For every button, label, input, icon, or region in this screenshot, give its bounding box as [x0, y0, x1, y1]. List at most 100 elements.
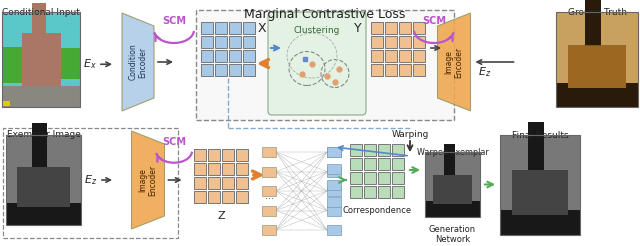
FancyBboxPatch shape [568, 45, 626, 88]
FancyBboxPatch shape [221, 176, 234, 189]
FancyBboxPatch shape [221, 149, 234, 161]
FancyBboxPatch shape [371, 49, 383, 62]
FancyBboxPatch shape [2, 12, 80, 107]
FancyBboxPatch shape [528, 122, 544, 170]
FancyBboxPatch shape [228, 21, 241, 34]
FancyBboxPatch shape [327, 167, 341, 176]
FancyBboxPatch shape [215, 35, 227, 48]
FancyBboxPatch shape [208, 190, 220, 203]
FancyBboxPatch shape [228, 49, 241, 62]
FancyBboxPatch shape [3, 101, 10, 106]
FancyBboxPatch shape [327, 147, 341, 157]
Text: X: X [258, 22, 267, 35]
FancyBboxPatch shape [500, 155, 580, 195]
Text: Exemplar Image: Exemplar Image [6, 130, 81, 139]
FancyBboxPatch shape [243, 35, 255, 48]
FancyBboxPatch shape [262, 186, 276, 196]
FancyBboxPatch shape [31, 2, 45, 45]
FancyBboxPatch shape [385, 49, 397, 62]
FancyBboxPatch shape [2, 86, 80, 107]
FancyBboxPatch shape [385, 63, 397, 76]
FancyBboxPatch shape [262, 205, 276, 215]
FancyBboxPatch shape [425, 165, 480, 191]
FancyBboxPatch shape [349, 157, 362, 170]
Polygon shape [438, 13, 470, 111]
Polygon shape [131, 131, 164, 229]
FancyBboxPatch shape [413, 21, 425, 34]
FancyBboxPatch shape [262, 167, 276, 176]
FancyBboxPatch shape [194, 149, 206, 161]
FancyBboxPatch shape [349, 171, 362, 184]
FancyBboxPatch shape [364, 171, 376, 184]
Polygon shape [444, 160, 455, 175]
FancyBboxPatch shape [378, 185, 390, 198]
FancyBboxPatch shape [236, 176, 248, 189]
FancyBboxPatch shape [378, 157, 390, 170]
FancyBboxPatch shape [262, 225, 276, 235]
Text: SCM: SCM [422, 16, 446, 26]
FancyBboxPatch shape [194, 176, 206, 189]
FancyBboxPatch shape [236, 149, 248, 161]
FancyBboxPatch shape [413, 63, 425, 76]
FancyBboxPatch shape [2, 47, 26, 83]
FancyBboxPatch shape [6, 153, 81, 189]
FancyBboxPatch shape [327, 197, 341, 207]
Text: Z: Z [217, 211, 225, 221]
FancyBboxPatch shape [221, 190, 234, 203]
Text: Image
Encoder: Image Encoder [138, 164, 157, 196]
FancyBboxPatch shape [215, 49, 227, 62]
FancyBboxPatch shape [243, 63, 255, 76]
FancyBboxPatch shape [327, 225, 341, 235]
Text: SCM: SCM [162, 16, 186, 26]
Polygon shape [31, 29, 45, 45]
FancyBboxPatch shape [194, 163, 206, 175]
Text: ...: ... [264, 191, 273, 201]
Text: $E_z$: $E_z$ [479, 65, 492, 79]
FancyBboxPatch shape [208, 163, 220, 175]
FancyBboxPatch shape [228, 35, 241, 48]
FancyBboxPatch shape [385, 35, 397, 48]
FancyBboxPatch shape [327, 180, 341, 190]
FancyBboxPatch shape [215, 63, 227, 76]
FancyBboxPatch shape [194, 190, 206, 203]
Text: Warped Exemplar: Warped Exemplar [417, 148, 488, 157]
FancyBboxPatch shape [433, 175, 472, 204]
FancyBboxPatch shape [262, 147, 276, 157]
FancyBboxPatch shape [208, 149, 220, 161]
Text: Condition
Encoder: Condition Encoder [128, 44, 148, 80]
FancyBboxPatch shape [512, 170, 568, 215]
FancyBboxPatch shape [556, 83, 638, 107]
Text: Warping: Warping [391, 130, 429, 139]
FancyBboxPatch shape [371, 63, 383, 76]
FancyBboxPatch shape [32, 123, 47, 167]
FancyBboxPatch shape [585, 0, 601, 45]
FancyBboxPatch shape [425, 152, 480, 217]
FancyBboxPatch shape [58, 48, 80, 78]
FancyBboxPatch shape [425, 201, 480, 217]
FancyBboxPatch shape [243, 21, 255, 34]
Text: Correspondence: Correspondence [342, 206, 412, 215]
FancyBboxPatch shape [208, 176, 220, 189]
FancyBboxPatch shape [17, 167, 70, 207]
Polygon shape [32, 146, 47, 167]
FancyBboxPatch shape [385, 21, 397, 34]
FancyBboxPatch shape [378, 171, 390, 184]
FancyBboxPatch shape [392, 157, 404, 170]
FancyBboxPatch shape [364, 185, 376, 198]
Text: Image
Encoder: Image Encoder [444, 46, 464, 77]
FancyBboxPatch shape [364, 143, 376, 156]
FancyBboxPatch shape [6, 202, 81, 225]
FancyBboxPatch shape [221, 163, 234, 175]
FancyBboxPatch shape [500, 135, 580, 235]
Text: Generation
Network: Generation Network [429, 225, 476, 244]
Text: SCM: SCM [162, 137, 186, 147]
FancyBboxPatch shape [378, 143, 390, 156]
FancyBboxPatch shape [327, 164, 341, 174]
FancyBboxPatch shape [327, 147, 341, 157]
FancyBboxPatch shape [215, 21, 227, 34]
Text: Final Results: Final Results [512, 131, 568, 140]
FancyBboxPatch shape [364, 157, 376, 170]
FancyBboxPatch shape [201, 21, 213, 34]
FancyBboxPatch shape [201, 63, 213, 76]
FancyBboxPatch shape [392, 143, 404, 156]
